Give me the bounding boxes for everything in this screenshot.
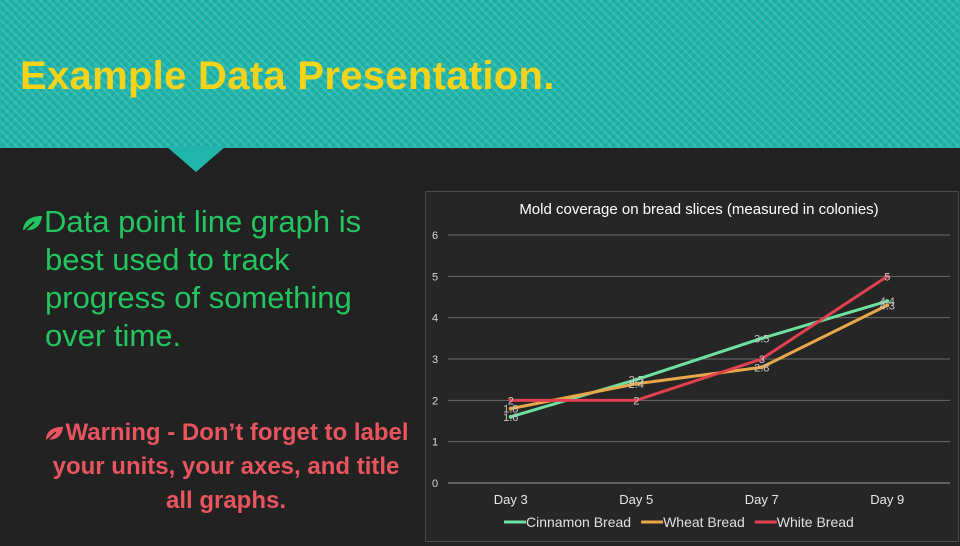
data-label: 3 bbox=[759, 354, 765, 366]
legend-label: Cinnamon Bread bbox=[526, 514, 631, 530]
data-point bbox=[508, 406, 513, 411]
data-label: 4.3 bbox=[880, 300, 895, 312]
series-line bbox=[509, 274, 889, 402]
series-line bbox=[509, 303, 889, 411]
y-tick-label: 0 bbox=[432, 478, 438, 490]
y-tick-label: 3 bbox=[432, 354, 438, 366]
data-label: 2.8 bbox=[754, 362, 769, 374]
header-notch bbox=[166, 146, 226, 172]
data-point bbox=[759, 357, 764, 361]
y-tick-label: 6 bbox=[432, 230, 438, 242]
data-point bbox=[885, 274, 890, 279]
data-point bbox=[634, 398, 639, 403]
data-label: 2.4 bbox=[629, 379, 644, 391]
leaf-icon bbox=[44, 426, 64, 443]
chart-container: Mold coverage on bread slices (measured … bbox=[425, 191, 959, 542]
x-tick-label: Day 5 bbox=[619, 492, 653, 507]
series-line bbox=[509, 299, 889, 419]
y-tick-label: 1 bbox=[432, 437, 438, 449]
x-tick-label: Day 3 bbox=[494, 492, 528, 507]
data-label: 5 bbox=[884, 271, 890, 283]
bullet-2-text: Warning - Don’t forget to label your uni… bbox=[52, 419, 409, 514]
bullet-point-1: Data point line graph is best used to tr… bbox=[20, 203, 400, 355]
leaf-icon bbox=[21, 215, 42, 234]
y-tick-label: 2 bbox=[432, 395, 438, 407]
data-point bbox=[885, 299, 890, 304]
data-point bbox=[759, 336, 764, 341]
data-point bbox=[508, 414, 513, 419]
data-label: 1.8 bbox=[503, 404, 518, 416]
data-label: 2.5 bbox=[629, 375, 644, 387]
data-label: 1.6 bbox=[503, 412, 518, 424]
data-label: 4.4 bbox=[880, 296, 895, 308]
data-point bbox=[759, 365, 764, 370]
data-point bbox=[508, 398, 513, 403]
x-tick-label: Day 9 bbox=[870, 492, 904, 507]
y-tick-label: 4 bbox=[432, 313, 438, 325]
data-point bbox=[634, 381, 639, 386]
legend-label: White Bread bbox=[777, 514, 854, 530]
slide-title: Example Data Presentation. bbox=[20, 54, 555, 98]
data-label: 3.5 bbox=[754, 333, 769, 345]
header-banner bbox=[0, 0, 960, 148]
line-chart: Mold coverage on bread slices (measured … bbox=[432, 201, 950, 530]
x-tick-label: Day 7 bbox=[745, 492, 779, 507]
y-tick-label: 5 bbox=[432, 271, 438, 283]
bullet-1-text: Data point line graph is best used to tr… bbox=[44, 204, 362, 353]
data-point bbox=[634, 377, 639, 382]
data-label: 2 bbox=[508, 395, 514, 407]
legend-label: Wheat Bread bbox=[663, 514, 745, 530]
bullet-point-2: Warning - Don’t forget to label your uni… bbox=[36, 416, 416, 518]
chart-title: Mold coverage on bread slices (measured … bbox=[519, 201, 878, 218]
data-label: 2 bbox=[633, 395, 639, 407]
data-point bbox=[885, 303, 890, 308]
